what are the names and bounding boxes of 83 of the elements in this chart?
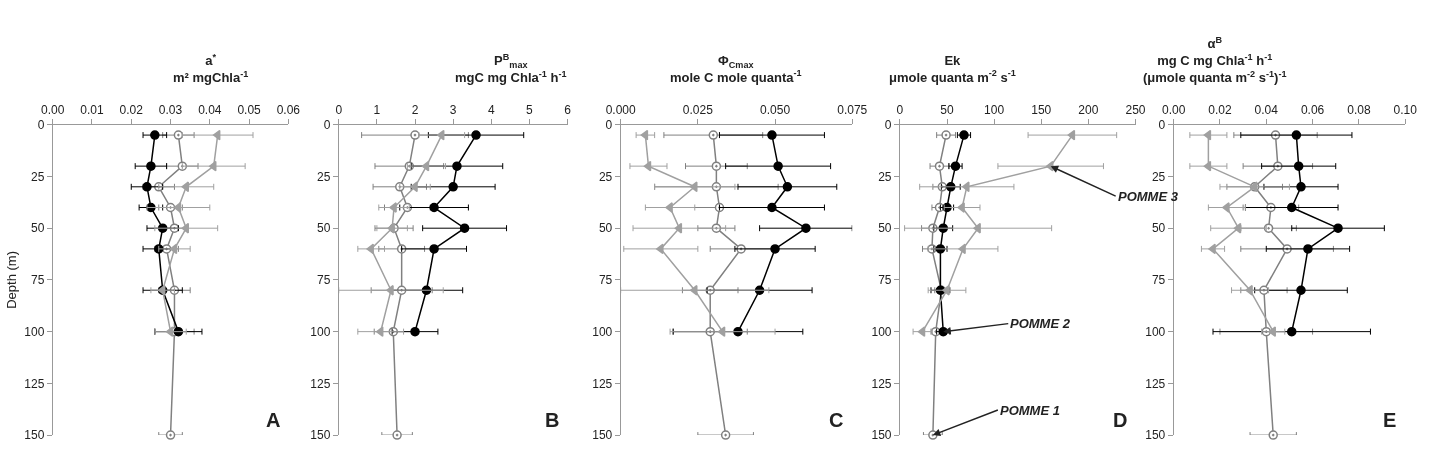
chart-subtitle: μmole quanta m$^{-2}$ s$^{-1}$ (889, 68, 1016, 85)
x-tick-label: 0 (335, 102, 343, 117)
y-tick-label: 75 (316, 273, 331, 288)
x-tick-label: 2 (411, 102, 419, 117)
y-tick-label: 50 (316, 221, 331, 236)
annotation: A (266, 409, 281, 431)
x-tick-label: 6 (564, 102, 572, 117)
x-tick-label: 0.04 (198, 102, 222, 117)
y-tick-label: 125 (310, 376, 331, 391)
x-tick-label: 0.075 (837, 102, 868, 117)
text: mg C mg Chla$^{-1}$ h$^{-1}$ (μmole quanta m$^{-2}$ s$^{-1}$)$^{-1}$ (1143, 51, 1287, 86)
y-tick-label: 25 (878, 169, 892, 184)
y-tick-label: 150 (592, 428, 613, 443)
x-tick-label: 0.06 (276, 102, 301, 117)
y-tick-label: 25 (1151, 169, 1166, 184)
y-tick-label: 150 (1145, 428, 1166, 443)
chart-title: Ek (944, 53, 962, 68)
x-tick-label: 250 (1125, 102, 1146, 117)
chart-subtitle: m² mgChla$^{-1}$ (173, 68, 249, 86)
y-tick-label: 75 (878, 273, 892, 288)
y-tick-label: 100 (24, 324, 45, 339)
x-tick-label: 0.00 (1161, 102, 1186, 117)
y-tick-label: 50 (1151, 221, 1166, 236)
y-tick-label: 150 (871, 428, 892, 443)
x-tick-label: 0.04 (1254, 102, 1279, 117)
y-tick-label: 50 (598, 221, 613, 236)
x-tick-label: 150 (1031, 102, 1052, 117)
y-tick-label: 100 (871, 324, 892, 339)
x-tick-label: 0.05 (237, 102, 262, 117)
annotation: B (545, 409, 560, 431)
x-tick-label: 200 (1078, 102, 1099, 117)
y-tick-label: 125 (592, 376, 613, 391)
x-tick-label: 5 (526, 102, 534, 117)
annotation: D (1113, 409, 1128, 431)
y-tick-label: 75 (30, 273, 45, 288)
y-tick-label: 125 (24, 376, 45, 391)
y-tick-label: 0 (323, 117, 331, 132)
x-tick-label: 0.03 (158, 102, 183, 117)
annotation: POMME 2 (1010, 316, 1071, 331)
x-tick-label: 0.06 (1300, 102, 1325, 117)
y-tick-label: 100 (310, 324, 331, 339)
x-tick-label: 0.025 (682, 102, 714, 117)
annotation: C (829, 409, 844, 431)
y-tick-label: 50 (878, 221, 892, 236)
x-tick-label: 0.10 (1393, 102, 1418, 117)
y-tick-label: 0 (37, 117, 45, 132)
x-tick-label: 100 (984, 102, 1005, 117)
y-tick-label: 125 (871, 376, 892, 391)
x-tick-label: 0.01 (80, 102, 104, 117)
x-tick-label: 0.050 (760, 102, 791, 117)
chart-title: a$^{*}$ (205, 52, 217, 69)
annotation: POMME 1 (1000, 403, 1060, 418)
x-tick-label: 0.02 (119, 102, 144, 117)
x-tick-label: 0.08 (1347, 102, 1371, 117)
x-tick-label: 50 (940, 102, 955, 117)
annotation: E (1383, 409, 1397, 431)
y-tick-label: 150 (24, 428, 45, 443)
chart-subtitle: mole C mole quanta$^{-1}$ (670, 68, 802, 85)
y-tick-label: 0 (605, 117, 613, 132)
y-tick-label: 100 (592, 324, 613, 339)
x-tick-label: 1 (373, 102, 381, 117)
y-tick-label: 75 (598, 273, 613, 288)
annotation: POMME 3 (1118, 189, 1179, 204)
x-tick-label: 0.02 (1208, 102, 1232, 117)
y-tick-label: 25 (30, 169, 45, 184)
y-tick-label: 125 (1145, 376, 1166, 391)
y-tick-label: 25 (598, 169, 613, 184)
chart-title: Φ$_{Cmax}$ (718, 53, 754, 70)
x-tick-label: 0 (896, 102, 904, 117)
chart-subtitle: mgC mg Chla$^{-1}$ h$^{-1}$ (455, 68, 567, 86)
y-tick-label: 0 (1158, 117, 1166, 132)
x-tick-label: 4 (487, 102, 495, 117)
y-tick-label: 50 (30, 221, 45, 236)
y-tick-label: 0 (884, 117, 892, 132)
chart-title: α$^{B}$ (1207, 35, 1223, 52)
x-tick-label: 0.000 (605, 102, 637, 117)
y-tick-label: 100 (1145, 324, 1166, 339)
y-tick-label: 150 (310, 428, 331, 443)
y-axis-title: Depth (m) (4, 251, 20, 309)
x-tick-label: 0.00 (41, 102, 65, 117)
y-tick-label: 75 (1151, 273, 1166, 288)
x-tick-label: 3 (449, 102, 457, 117)
y-tick-label: 25 (316, 169, 331, 184)
